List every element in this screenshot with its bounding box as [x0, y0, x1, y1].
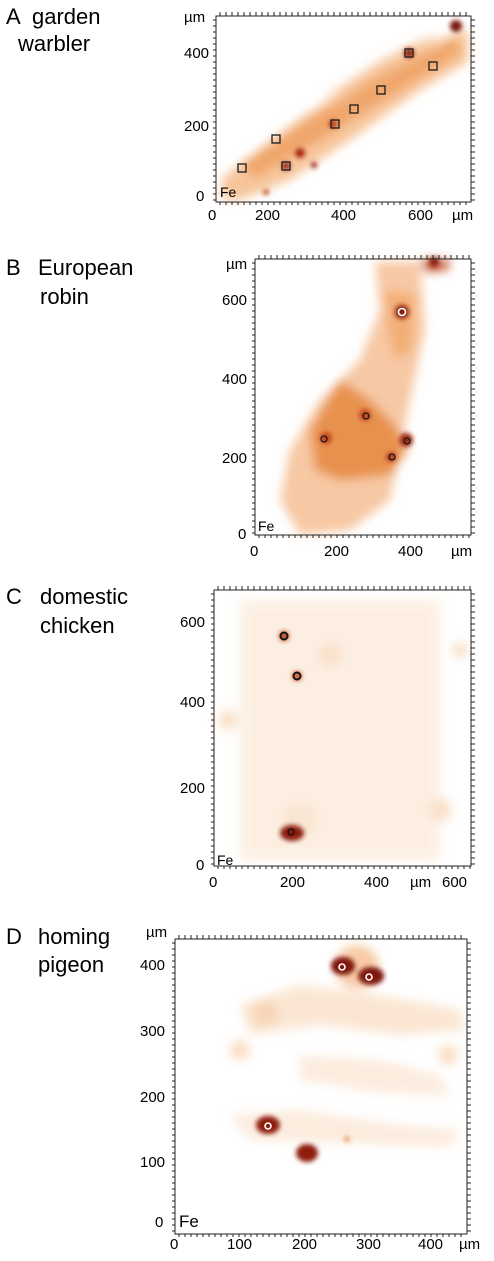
panel-c-y-tick-600: 600: [180, 614, 205, 631]
panel-a-species-line1: garden: [32, 4, 101, 29]
panel-b-letter: B: [6, 255, 21, 280]
panel-b-y-tick-600: 600: [222, 292, 247, 309]
panel-a-x-tick-400: 400: [331, 207, 356, 224]
panel-a-y-tick-200: 200: [184, 118, 209, 135]
panel-a-map: µm 400 200 0 0 200 400 600 µm Fe: [184, 9, 475, 224]
panel-c-element-label: Fe: [217, 852, 234, 868]
panel-d-x-tick-200: 200: [292, 1236, 317, 1253]
panel-d-y-tick-200: 200: [140, 1089, 165, 1106]
panel-a-letter: A: [6, 4, 21, 29]
panel-a-x-tick-600: 600: [408, 207, 433, 224]
panel-a-y-unit: µm: [184, 9, 205, 26]
panel-b-map: µm 600 400 200 0 0 200 400 µm Fe: [222, 255, 475, 560]
panel-b-species-line2: robin: [40, 284, 89, 309]
panel-a-x-tick-200: 200: [255, 207, 280, 224]
panel-c-y-tick-0: 0: [196, 857, 204, 874]
panel-b-y-tick-200: 200: [222, 450, 247, 467]
panel-c-x-tick-600: 600: [442, 874, 467, 891]
panel-a-element-label: Fe: [220, 184, 237, 200]
panel-a: A garden warbler: [0, 0, 494, 232]
panel-c-circle-markers: [279, 631, 302, 836]
panel-a-x-unit: µm: [452, 207, 473, 224]
panel-b-y-unit: µm: [226, 256, 247, 273]
panel-a-x-tick-0: 0: [208, 207, 216, 224]
panel-d-species-line1: homing: [38, 924, 111, 949]
panel-b-y-tick-400: 400: [222, 371, 247, 388]
panel-c-x-unit: µm: [410, 874, 431, 891]
panel-d-y-tick-400: 400: [140, 957, 165, 974]
panel-d-map: µm 400 300 200 100 0 0 100 200 300 400 µ…: [140, 924, 480, 1253]
panel-d-y-tick-100: 100: [140, 1154, 165, 1171]
panel-d-x-tick-100: 100: [227, 1236, 252, 1253]
panel-d-y-tick-0: 0: [155, 1214, 163, 1231]
panel-d-iron-background: [230, 945, 465, 1147]
panel-d-y-unit: µm: [146, 924, 167, 941]
panel-a-y-tick-400: 400: [184, 45, 209, 62]
panel-d-x-tick-0: 0: [170, 1236, 178, 1253]
panel-b-iron-band: [280, 260, 450, 535]
panel-d-circle-markers: [264, 963, 373, 1130]
panel-c-x-tick-200: 200: [280, 874, 305, 891]
panel-b: B European robin µm 600 400: [0, 250, 494, 570]
panel-d-x-tick-300: 300: [356, 1236, 381, 1253]
panel-d-x-unit: µm: [459, 1236, 480, 1253]
panel-d-letter: D: [6, 924, 22, 949]
panel-c-iron-background: [218, 600, 468, 860]
panel-a-square-markers: [237, 48, 438, 173]
panel-c-x-tick-0: 0: [209, 874, 217, 891]
panel-b-element-label: Fe: [258, 518, 275, 534]
panel-c-x-tick-400: 400: [364, 874, 389, 891]
panel-c-map: 600 400 200 0 0 200 400 µm 600 Fe: [180, 586, 475, 891]
panel-a-y-tick-0: 0: [196, 188, 204, 205]
panel-d-x-tick-400: 400: [418, 1236, 443, 1253]
panel-c-y-tick-200: 200: [180, 780, 205, 797]
panel-c: C domestic chicken 600 400 200 0 0 200: [0, 580, 494, 900]
panel-b-y-tick-0: 0: [238, 526, 246, 543]
panel-b-circle-markers: [320, 307, 411, 461]
panel-b-x-tick-400: 400: [398, 543, 423, 560]
panel-d-hotspots: [256, 957, 384, 1162]
panel-d-element-label: Fe: [179, 1212, 199, 1231]
panel-c-species-line2: chicken: [40, 613, 115, 638]
panel-c-y-tick-400: 400: [180, 694, 205, 711]
panel-c-species-line1: domestic: [40, 584, 129, 609]
panel-b-x-tick-200: 200: [324, 543, 349, 560]
panel-d-y-tick-300: 300: [140, 1023, 165, 1040]
panel-d: D homing pigeon µm 400 300: [0, 915, 494, 1261]
panel-c-letter: C: [6, 584, 22, 609]
panel-b-species-line1: European: [38, 255, 134, 280]
panel-b-x-unit: µm: [451, 543, 472, 560]
panel-b-x-tick-0: 0: [250, 543, 258, 560]
panel-a-species-line2: warbler: [18, 31, 91, 56]
panel-b-frame: [254, 258, 472, 536]
panel-d-species-line2: pigeon: [38, 952, 105, 977]
panel-a-frame: [215, 15, 472, 203]
panel-c-frame: [213, 589, 472, 867]
